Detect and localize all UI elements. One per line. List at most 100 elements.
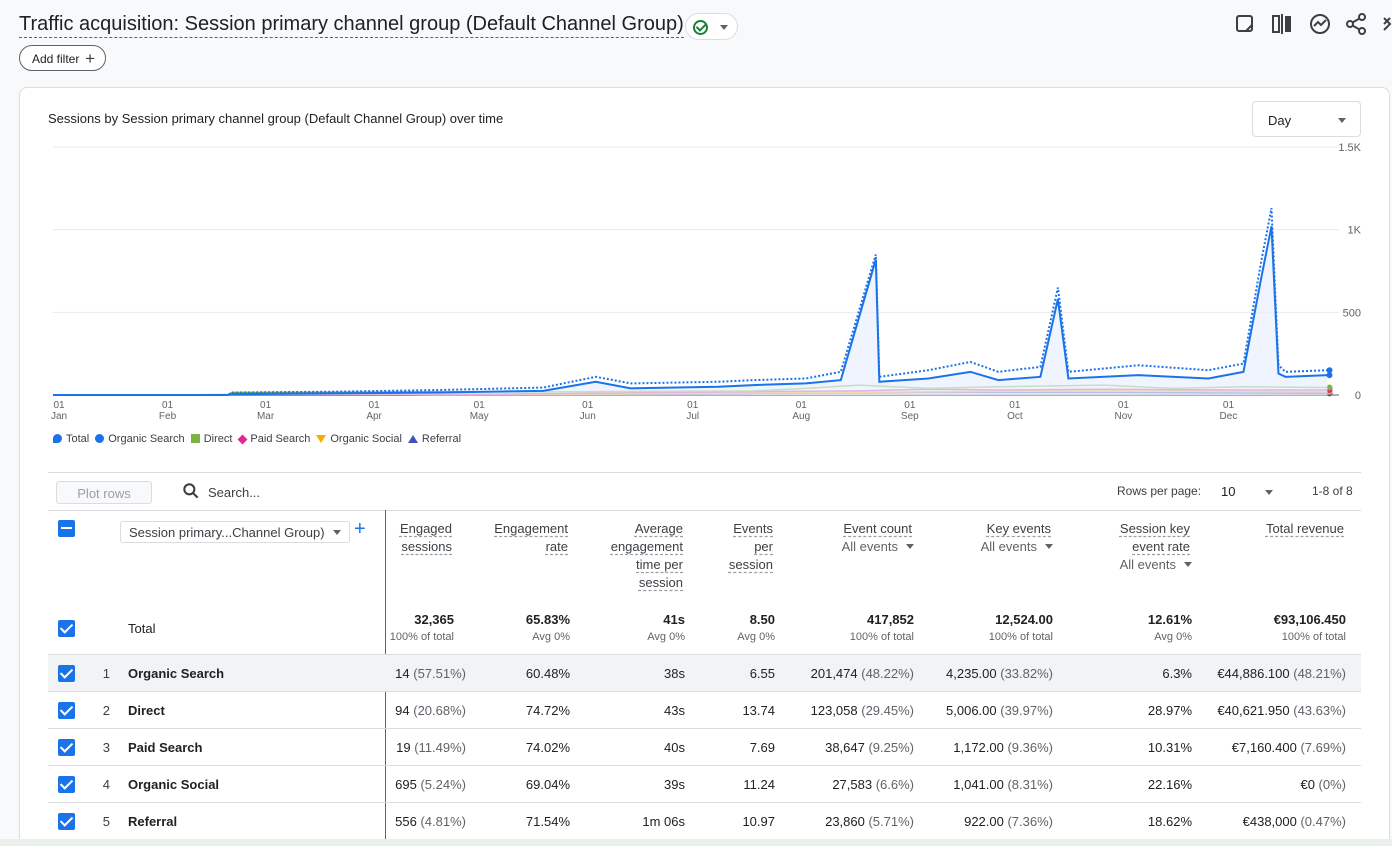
table-cell: 10.97 [742,814,775,829]
table-row[interactable]: 1 Organic Search 14 (57.51%) 60.48% 38s 6.55 2… [48,654,1361,691]
table-cell: €438,000 (0.47%) [1243,814,1346,829]
legend-label: Direct [203,433,233,445]
table-cell: 71.54% [526,814,570,829]
sessions-line-chart[interactable]: 1.5K1K500001Jan01Feb01Mar01Apr01May01Jun… [20,88,1390,433]
explore-icon[interactable] [1380,12,1392,36]
column-header-label: Session key [1119,521,1190,536]
row-checkbox[interactable] [58,739,75,756]
cell-value: 695 [395,777,417,792]
total-subtext: Avg 0% [647,631,685,643]
table-cell: 74.72% [526,703,570,718]
column-header-label: Event count [843,521,912,536]
column-header[interactable]: Total revenue [1266,520,1344,538]
column-header[interactable]: Engaged sessions [400,520,452,556]
x-tick-day: 01 [53,400,65,411]
page-title[interactable]: Traffic acquisition: Session primary cha… [19,13,684,38]
column-header[interactable]: Session key event rate All events [1119,520,1192,574]
x-tick-day: 01 [1118,400,1130,411]
legend-item[interactable]: Referral [407,433,461,445]
granularity-select[interactable]: Day [1252,101,1361,137]
total-cell: 12,524.00 100% of total [989,612,1053,643]
table-cell: 28.97% [1148,703,1192,718]
cell-percent: (48.21%) [1289,666,1346,681]
row-channel-name: Organic Search [128,666,225,681]
add-filter-button[interactable]: Add filter + [19,45,106,71]
column-header[interactable]: Events per session [729,520,773,574]
cell-value: 94 [395,703,410,718]
x-tick-month: Jan [51,411,67,422]
column-header-label: rate [545,539,568,554]
legend-item[interactable]: Organic Social [316,433,402,445]
cell-percent: (11.49%) [410,740,466,755]
legend-item[interactable]: Organic Search [95,433,185,445]
insights-icon[interactable] [1308,12,1332,36]
cell-value: 60.48% [525,666,570,681]
legend-label: Organic Search [108,433,185,445]
table-cell: 6.3% [1162,666,1192,681]
cell-value: 4,235.00 [946,666,997,681]
rows-per-page-select[interactable]: 10 [1221,484,1281,499]
table-row[interactable]: 4 Organic Social 695 (5.24%) 69.04% 39s 11.24… [48,765,1361,802]
table-cell: €40,621.950 (43.63%) [1217,703,1346,718]
row-channel-name: Direct [128,703,165,718]
table-row[interactable]: 3 Paid Search 19 (11.49%) 74.02% 40s 7.69 38,6… [48,728,1361,765]
cell-value: 5,006.00 [946,703,997,718]
x-tick-month: Dec [1220,411,1238,422]
cell-value: 39s [664,777,685,792]
select-all-checkbox[interactable] [58,520,75,537]
table-cell: €7,160.400 (7.69%) [1232,740,1346,755]
compare-icon[interactable] [1270,12,1294,36]
metric-filter-select[interactable]: All events [842,538,914,556]
table-cell: €44,886.100 (48.21%) [1217,666,1346,681]
row-checkbox[interactable] [58,665,75,682]
status-chip[interactable] [685,13,738,40]
total-subtext: Avg 0% [532,631,570,643]
table-cell: 38s [664,666,685,681]
add-dimension-icon[interactable]: + [354,518,366,540]
cell-value: 1,041.00 [953,777,1004,792]
table-row[interactable]: 2 Direct 94 (20.68%) 74.72% 43s 13.74 123,058 … [48,691,1361,728]
share-icon[interactable] [1344,12,1368,36]
plot-rows-button[interactable]: Plot rows [56,481,152,504]
column-header-label: Engaged [399,521,452,536]
column-header[interactable]: Key events All events [981,520,1053,556]
plus-icon: + [85,49,95,68]
rows-per-page-value: 10 [1221,484,1236,499]
rows-per-page-label: Rows per page: [1117,484,1202,498]
row-checkbox[interactable] [58,702,75,719]
total-value: 65.83% [525,612,570,627]
column-header-label: Average [634,521,683,536]
column-header[interactable]: Event count All events [842,520,914,556]
table-cell: 5,006.00 (39.97%) [946,703,1053,718]
dimension-label: Session primary...Channel Group) [129,525,325,540]
row-checkbox[interactable] [58,776,75,793]
table-cell: 74.02% [526,740,570,755]
total-value: 12,524.00 [995,612,1053,627]
series-line-total[interactable] [53,207,1328,396]
legend-item[interactable]: Total [53,433,89,445]
column-header[interactable]: Engagement rate [494,520,568,556]
table-cell: 69.04% [526,777,570,792]
search-icon [183,483,199,499]
table-cell: 6.55 [750,666,775,681]
cell-value: €0 [1300,777,1315,792]
row-checkbox[interactable] [58,813,75,830]
table-row[interactable]: 5 Referral 556 (4.81%) 71.54% 1m 06s 10.97 23,… [48,802,1361,839]
bottom-edge [0,839,1392,846]
legend-item[interactable]: Direct [190,433,233,445]
cell-value: 11.24 [743,777,775,792]
edit-report-icon[interactable] [1233,12,1257,36]
table-cell: 7.69 [750,740,775,755]
metric-filter-select[interactable]: All events [1120,556,1192,574]
totals-checkbox[interactable] [58,620,75,637]
legend-item[interactable]: Paid Search [237,433,311,445]
series-line-organic-search[interactable] [53,226,1328,396]
table-cell: 1,172.00 (9.36%) [953,740,1053,755]
search-input[interactable] [208,482,508,502]
dimension-select[interactable]: Session primary...Channel Group) [120,521,350,543]
legend-label: Paid Search [250,433,311,445]
column-header[interactable]: Average engagement time per session [611,520,683,592]
y-tick-label: 1K [1348,225,1362,237]
metric-filter-select[interactable]: All events [981,538,1053,556]
series-end-point [1326,367,1333,374]
